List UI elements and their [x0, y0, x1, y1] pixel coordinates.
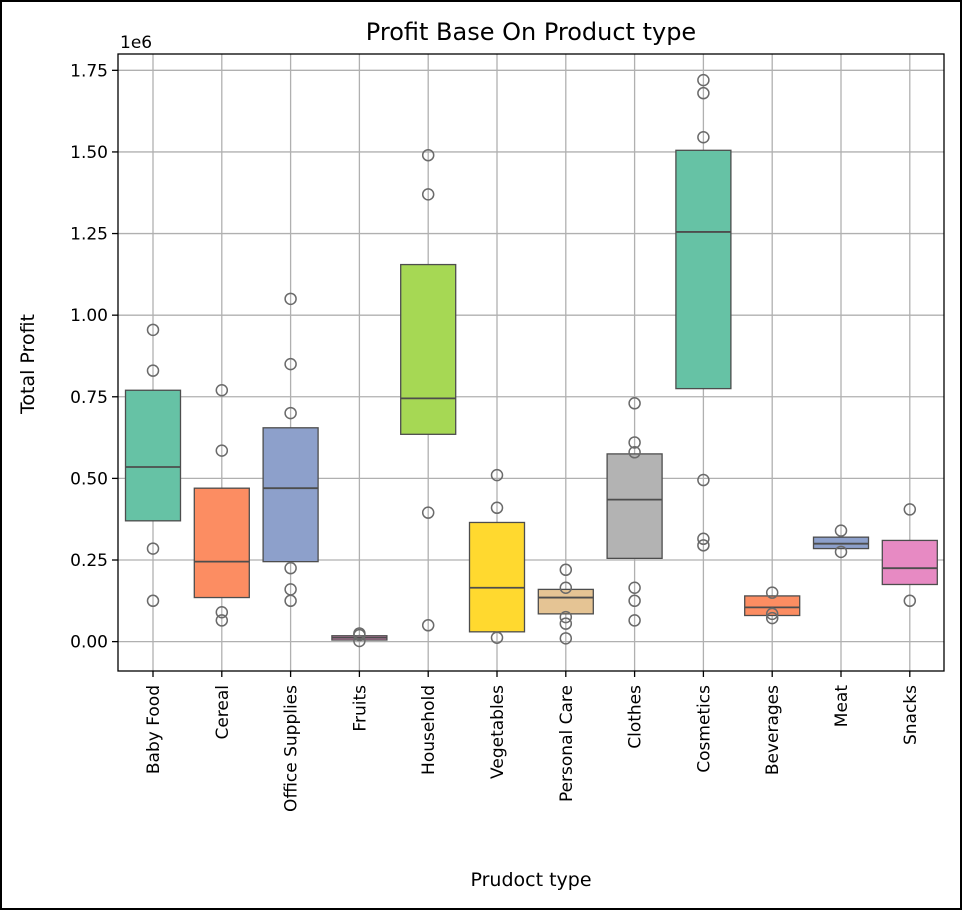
outlier-point: [421, 506, 435, 519]
box-layer: [124, 149, 938, 641]
x-tick-layer: Baby Food Cereal Office Supplies Fruits Hous…: [144, 671, 921, 812]
x-tick-label: Cereal: [213, 685, 233, 740]
outlier-point: [628, 436, 641, 449]
x-tick-label: Fruits: [350, 685, 370, 732]
y-tick-label: 1.25: [70, 225, 108, 245]
x-axis-label: Prudoct type: [470, 869, 591, 891]
outlier-point: [215, 605, 229, 619]
outlier-point: [765, 586, 779, 599]
outlier-point: [421, 148, 435, 162]
y-tick-label: 0.00: [70, 633, 108, 653]
outlier-point: [697, 73, 710, 87]
outlier-point: [353, 628, 366, 642]
y-axis-label: Total Profit: [17, 314, 39, 415]
plot-area-border: [117, 53, 945, 672]
outlier-point: [628, 397, 641, 410]
outlier-point: [697, 532, 710, 546]
outlier-point: [834, 524, 848, 537]
outlier-point: [490, 631, 504, 644]
flier-layer: [146, 73, 917, 648]
y-tick-label: 0.75: [70, 388, 108, 408]
y-tick-label: 1.00: [70, 306, 108, 326]
outlier-point: [834, 545, 848, 559]
outlier-point: [284, 406, 297, 420]
outlier-point: [697, 130, 710, 144]
y-tick-label: 0.25: [70, 551, 108, 571]
outlier-point: [353, 634, 366, 648]
chart-title: Profit Base On Product type: [366, 18, 696, 46]
box-snacks: [881, 539, 938, 586]
outlier-point: [765, 611, 779, 625]
outlier-point: [628, 614, 641, 627]
outlier-point: [284, 594, 297, 608]
x-tick-label: Clothes: [626, 685, 646, 749]
outlier-point: [559, 581, 573, 595]
outlier-point: [490, 501, 504, 515]
outlier-point: [215, 614, 229, 627]
outlier-point: [903, 594, 917, 608]
x-tick-label: Office Supplies: [282, 685, 302, 812]
box-clothes: [606, 453, 663, 560]
x-tick-label: Snacks: [901, 685, 921, 745]
outlier-point: [628, 581, 641, 595]
outlier-point: [697, 539, 710, 552]
outlier-point: [215, 444, 229, 457]
outlier-point: [421, 188, 435, 201]
box-cereal: [193, 487, 250, 599]
y-offset-text: 1e6: [120, 33, 152, 53]
x-tick-label: Baby Food: [144, 685, 164, 774]
outlier-point: [146, 594, 160, 608]
x-tick-label: Personal Care: [557, 685, 577, 802]
x-tick-label: Meat: [832, 685, 852, 728]
outlier-point: [697, 473, 710, 487]
outlier-point: [628, 594, 641, 608]
outlier-point: [559, 632, 573, 645]
box-baby-food: [124, 389, 182, 522]
x-tick-label: Household: [419, 685, 439, 775]
outlier-point: [903, 503, 917, 516]
x-tick-label: Cosmetics: [694, 685, 714, 773]
y-tick-label: 0.50: [70, 469, 108, 489]
outlier-point: [559, 617, 573, 630]
outlier-point: [146, 323, 160, 337]
outlier-point: [421, 619, 435, 632]
outlier-point: [559, 610, 573, 624]
y-tick-label: 1.50: [70, 143, 108, 163]
box-vegetables: [468, 521, 526, 633]
outlier-point: [697, 86, 710, 100]
outlier-point: [284, 292, 297, 306]
outlier-point: [628, 446, 641, 459]
outlier-point: [284, 561, 297, 575]
y-tick-layer: 0.00 0.25 0.50 0.75 1.00 1.25 1.50 1.75: [70, 61, 118, 653]
box-household: [400, 263, 457, 435]
outlier-point: [146, 364, 160, 377]
outlier-point: [284, 357, 297, 371]
y-tick-label: 1.75: [70, 61, 108, 81]
box-cosmetics: [675, 149, 732, 390]
box-office-supplies: [262, 427, 319, 563]
outlier-point: [146, 542, 160, 555]
outlier-point: [559, 563, 573, 577]
outlier-point: [765, 607, 779, 621]
x-tick-label: Vegetables: [488, 685, 508, 779]
x-tick-label: Beverages: [763, 685, 783, 775]
box-beverages: [744, 595, 801, 617]
outlier-point: [490, 468, 504, 482]
outlier-point: [215, 383, 229, 397]
